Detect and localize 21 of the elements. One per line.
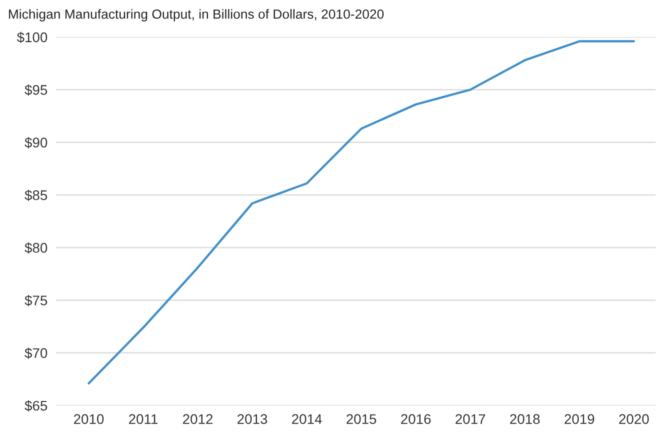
- y-tick-label: $80: [24, 242, 48, 254]
- y-tick-label: $65: [24, 400, 48, 412]
- x-tick-label: 2015: [346, 414, 376, 424]
- y-tick-label: $95: [24, 84, 48, 96]
- x-tick-label: 2018: [510, 414, 540, 424]
- x-tick-label: 2012: [183, 414, 213, 424]
- x-tick-label: 2014: [292, 414, 322, 424]
- chart-title: Michigan Manufacturing Output, in Billions of Dollars, 2010-2020: [8, 9, 384, 22]
- x-tick-label: 2016: [401, 414, 431, 424]
- x-tick-label: 2020: [619, 414, 649, 424]
- x-tick-label: 2019: [564, 414, 594, 424]
- x-tick-label: 2013: [238, 414, 268, 424]
- x-tick-label: 2017: [456, 414, 486, 424]
- x-tick-label: 2011: [129, 414, 158, 424]
- y-tick-label: $70: [24, 348, 48, 359]
- y-tick-label: $90: [24, 137, 48, 148]
- y-tick-label: $100: [16, 32, 48, 44]
- x-tick-label: 2010: [74, 414, 104, 424]
- y-tick-label: $85: [24, 190, 48, 201]
- y-tick-label: $75: [24, 294, 48, 306]
- line-series: [88, 40, 636, 384]
